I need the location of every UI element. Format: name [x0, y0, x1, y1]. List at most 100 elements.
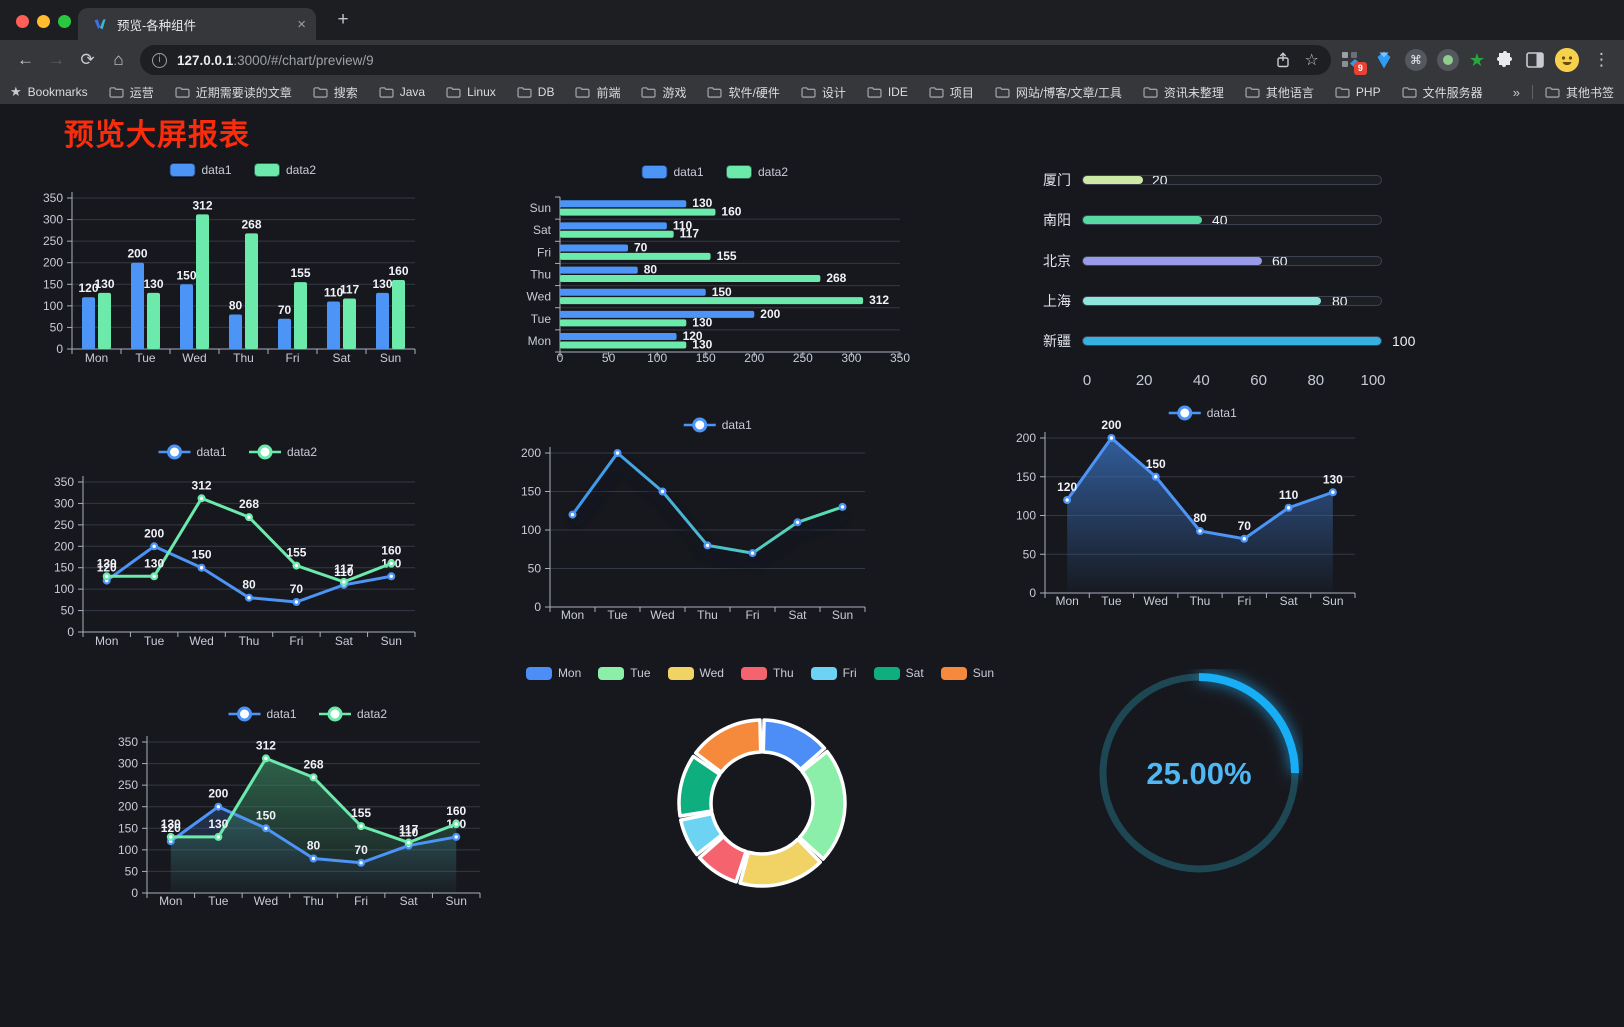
other-bookmarks[interactable]: 其他书签 [1545, 84, 1614, 101]
new-tab-button[interactable]: + [337, 9, 349, 30]
bookmark-label: 近期需要读的文章 [195, 85, 292, 100]
svg-text:70: 70 [634, 240, 648, 254]
address-bar[interactable]: i 127.0.0.1:3000/#/chart/preview/9 ☆ [140, 45, 1331, 75]
bookmark-item[interactable]: 软件/硬件 [707, 84, 780, 101]
bookmark-item[interactable]: 设计 [801, 84, 846, 101]
bookmark-item[interactable]: DB [517, 85, 554, 99]
bookmark-item[interactable]: 其他语言 [1245, 84, 1314, 101]
svg-text:100: 100 [118, 843, 138, 857]
bookmarks-overflow-icon[interactable]: » [1512, 84, 1520, 100]
folder-icon [517, 87, 532, 98]
legend-Tue[interactable]: Tue [598, 666, 651, 680]
bookmark-item[interactable]: 文件服务器 [1402, 84, 1483, 101]
bookmark-item[interactable]: IDE [867, 85, 908, 99]
progress-axis: 0 20 40 60 80 100 [1082, 372, 1386, 389]
legend-data1[interactable]: data1 [640, 164, 704, 180]
legend-data1[interactable]: data1 [228, 706, 297, 722]
svg-text:Fri: Fri [746, 608, 760, 622]
svg-text:110: 110 [1279, 488, 1299, 502]
bookmark-item[interactable]: 资讯未整理 [1143, 84, 1224, 101]
close-window-button[interactable] [16, 15, 29, 28]
svg-text:0: 0 [56, 342, 63, 356]
donut-slice-Tue [797, 749, 847, 861]
legend-data2[interactable]: data2 [725, 164, 788, 180]
extension-grid-icon[interactable]: 9 [1339, 49, 1367, 75]
legend-swatch [667, 666, 694, 680]
chart-progress-bars: 厦门 20 南阳 40 北京 60 上海 80 新疆 100 0 20 40 60 80 100 [985, 150, 1415, 400]
svg-text:120: 120 [97, 561, 117, 575]
svg-text:200: 200 [43, 256, 63, 270]
legend-data1[interactable]: data1 [168, 162, 232, 178]
svg-text:130: 130 [94, 277, 114, 291]
bookmark-item[interactable]: 项目 [929, 84, 974, 101]
home-icon[interactable]: ⌂ [113, 50, 124, 69]
svg-text:150: 150 [192, 548, 212, 562]
bookmark-item[interactable]: 近期需要读的文章 [175, 84, 292, 101]
titlebar: 预览-各种组件 × + [0, 0, 1624, 40]
site-info-icon[interactable]: i [152, 52, 167, 68]
bookmark-label: Linux [467, 85, 496, 99]
extension-star-icon[interactable]: ★ [1468, 50, 1485, 70]
chart-bar-horizontal: 0 50 100 150 200 250 300 350 Sun 130 160 Sat 110 117 F… [505, 150, 917, 385]
donut-slice-Wed [738, 837, 823, 888]
svg-text:130: 130 [144, 556, 164, 570]
browser-tab[interactable]: 预览-各种组件 × [78, 8, 316, 40]
bookmark-item[interactable]: ★ Bookmarks [10, 84, 88, 100]
reload-icon[interactable]: ⟳ [80, 50, 95, 69]
svg-text:100: 100 [647, 351, 667, 365]
legend-data2[interactable]: data2 [249, 444, 317, 460]
bookmark-star-icon[interactable]: ☆ [1304, 52, 1319, 69]
svg-text:150: 150 [696, 351, 716, 365]
forward-icon[interactable]: → [48, 50, 65, 69]
sidebar-toggle-icon[interactable] [1525, 51, 1545, 69]
bookmark-item[interactable]: 搜索 [313, 84, 358, 101]
svg-text:200: 200 [118, 800, 138, 814]
bookmark-item[interactable]: PHP [1335, 85, 1381, 99]
legend-data1[interactable]: data1 [1168, 405, 1237, 421]
profile-avatar[interactable] [1555, 48, 1579, 72]
svg-text:70: 70 [290, 582, 304, 596]
svg-text:Thu: Thu [303, 894, 324, 908]
svg-text:data1: data1 [722, 418, 752, 432]
bookmark-label: 前端 [596, 85, 621, 100]
folder-icon [995, 87, 1010, 98]
bookmark-item[interactable]: 运营 [109, 84, 154, 101]
extension-gem-icon[interactable] [1373, 49, 1395, 71]
bookmark-item[interactable]: 游戏 [641, 84, 686, 101]
svg-text:data1: data1 [267, 707, 297, 721]
page-content: 预览大屏报表 0 50 100 150 200 250 300 350 Mon Tue Wed Thu… [0, 104, 1624, 1027]
bookmark-item[interactable]: 网站/博客/文章/工具 [995, 84, 1122, 101]
legend-Sat[interactable]: Sat [873, 666, 924, 680]
progress-label: 上海 [1043, 293, 1071, 309]
legend-data2[interactable]: data2 [319, 706, 387, 722]
extension-record-icon[interactable] [1436, 49, 1459, 71]
legend-Mon[interactable]: Mon [525, 666, 581, 680]
extensions-puzzle-icon[interactable] [1495, 50, 1515, 70]
svg-text:350: 350 [54, 475, 74, 489]
bookmark-label: Java [399, 85, 426, 99]
back-icon[interactable]: ← [17, 50, 34, 69]
extension-command-icon[interactable]: ⌘ [1404, 49, 1427, 71]
legend-data1[interactable]: data1 [158, 444, 227, 460]
minimize-window-button[interactable] [37, 15, 50, 28]
legend-data1[interactable]: data1 [683, 417, 752, 433]
svg-text:Mon: Mon [561, 608, 584, 622]
bookmark-item[interactable]: Linux [446, 85, 496, 99]
folder-icon [707, 87, 723, 98]
bookmark-item[interactable]: Java [379, 85, 425, 99]
bookmark-item[interactable]: 前端 [575, 84, 620, 101]
share-icon[interactable] [1275, 51, 1291, 69]
progress-fill [1083, 176, 1143, 184]
svg-text:117: 117 [334, 562, 354, 576]
legend-Fri[interactable]: Fri [810, 666, 857, 680]
svg-text:80: 80 [229, 298, 243, 312]
legend-data2[interactable]: data2 [253, 162, 316, 178]
browser-menu-icon[interactable]: ⋮ [1593, 50, 1610, 69]
bookmark-label: PHP [1355, 85, 1381, 99]
zoom-window-button[interactable] [58, 15, 71, 28]
legend-Wed[interactable]: Wed [667, 666, 724, 680]
legend-Thu[interactable]: Thu [740, 666, 794, 680]
legend-Sun[interactable]: Sun [940, 666, 994, 680]
close-tab-icon[interactable]: × [297, 15, 306, 33]
